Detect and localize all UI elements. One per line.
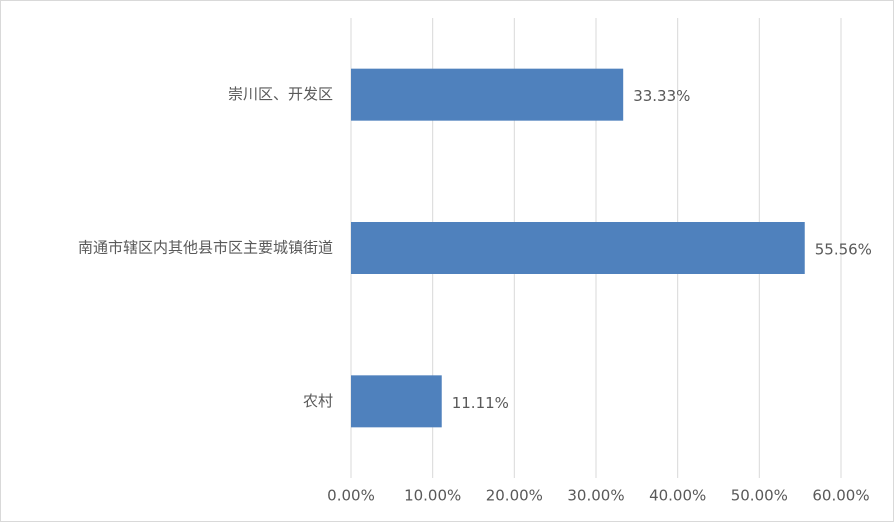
value-label: 11.11% xyxy=(452,394,509,412)
x-tick-label: 10.00% xyxy=(404,487,461,505)
y-tick-label: 农村 xyxy=(303,392,333,410)
x-tick-label: 60.00% xyxy=(812,487,869,505)
value-label: 55.56% xyxy=(815,241,872,259)
x-tick-label: 40.00% xyxy=(649,487,706,505)
x-tick-label: 50.00% xyxy=(731,487,788,505)
y-tick-label: 南通市辖区内其他县市区主要城镇街道 xyxy=(78,239,333,257)
bar xyxy=(351,68,624,121)
x-tick-label: 0.00% xyxy=(327,487,375,505)
bar xyxy=(351,375,442,428)
bar xyxy=(351,222,805,274)
y-tick-label: 崇川区、开发区 xyxy=(228,85,333,103)
x-tick-label: 20.00% xyxy=(486,487,543,505)
value-label: 33.33% xyxy=(633,87,690,105)
x-tick-label: 30.00% xyxy=(567,487,624,505)
